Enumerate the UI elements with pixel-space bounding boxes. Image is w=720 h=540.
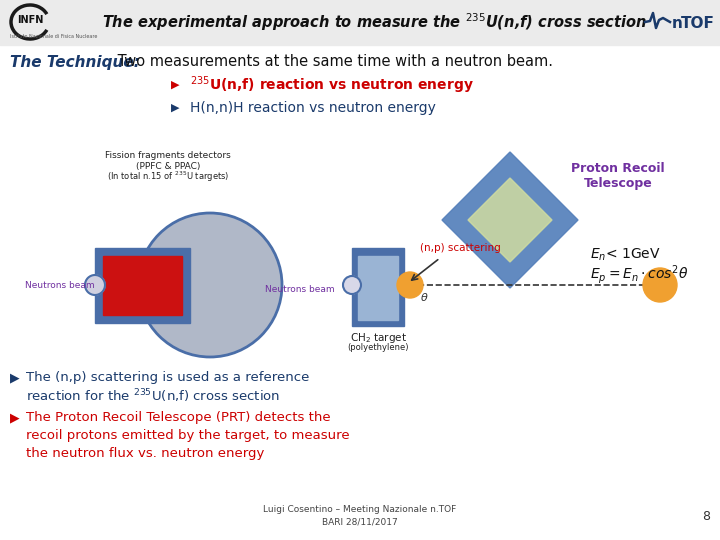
Text: INFN: INFN bbox=[17, 15, 43, 25]
Text: (PPFC & PPAC): (PPFC & PPAC) bbox=[136, 161, 200, 171]
Bar bbox=[0, 0, 720, 45]
Text: ▶: ▶ bbox=[171, 103, 179, 113]
Text: TOF: TOF bbox=[681, 17, 715, 31]
Circle shape bbox=[397, 272, 423, 298]
Bar bbox=[95, 248, 190, 323]
Text: H(n,n)H reaction vs neutron energy: H(n,n)H reaction vs neutron energy bbox=[190, 101, 436, 115]
Text: BARI 28/11/2017: BARI 28/11/2017 bbox=[322, 517, 398, 526]
Bar bbox=[103, 256, 182, 315]
Bar bbox=[352, 248, 404, 326]
Text: (In total n.15 of $^{235}$U targets): (In total n.15 of $^{235}$U targets) bbox=[107, 170, 229, 184]
Circle shape bbox=[138, 213, 282, 357]
Text: Neutrons beam: Neutrons beam bbox=[25, 280, 95, 289]
Circle shape bbox=[85, 275, 105, 295]
Text: (polyethylene): (polyethylene) bbox=[347, 343, 409, 353]
Text: Proton Recoil: Proton Recoil bbox=[571, 161, 665, 174]
Circle shape bbox=[343, 276, 361, 294]
Bar bbox=[358, 256, 398, 320]
Text: The experimental approach to measure the $^{235}$U(n,f) cross section: The experimental approach to measure the… bbox=[102, 11, 647, 33]
Text: The Technique:: The Technique: bbox=[10, 55, 140, 70]
Text: (n,p) scattering: (n,p) scattering bbox=[420, 243, 500, 253]
Text: the neutron flux vs. neutron energy: the neutron flux vs. neutron energy bbox=[26, 448, 264, 461]
Text: n: n bbox=[672, 17, 683, 31]
Text: $E_n$< 1GeV: $E_n$< 1GeV bbox=[590, 247, 661, 263]
Text: ▶: ▶ bbox=[171, 80, 179, 90]
Text: recoil protons emitted by the target, to measure: recoil protons emitted by the target, to… bbox=[26, 429, 350, 442]
Text: 8: 8 bbox=[702, 510, 710, 523]
Text: Fission fragments detectors: Fission fragments detectors bbox=[105, 151, 231, 159]
Text: Telescope: Telescope bbox=[584, 177, 652, 190]
Text: Istituto Nazionale di Fisica Nucleare: Istituto Nazionale di Fisica Nucleare bbox=[10, 35, 97, 39]
Text: ▶: ▶ bbox=[10, 372, 19, 384]
Text: Neutrons beam: Neutrons beam bbox=[265, 285, 335, 294]
Text: reaction for the $^{235}$U(n,f) cross section: reaction for the $^{235}$U(n,f) cross se… bbox=[26, 387, 280, 405]
Circle shape bbox=[643, 268, 677, 302]
Polygon shape bbox=[468, 178, 552, 262]
Text: CH$_2$ target: CH$_2$ target bbox=[349, 331, 407, 345]
Text: The (n,p) scattering is used as a reference: The (n,p) scattering is used as a refere… bbox=[26, 372, 310, 384]
Text: $E_p = E_n \cdot cos^2\theta$: $E_p = E_n \cdot cos^2\theta$ bbox=[590, 264, 688, 286]
Text: ▶: ▶ bbox=[10, 411, 19, 424]
Text: $^{235}$U(n,f) reaction vs neutron energy: $^{235}$U(n,f) reaction vs neutron energ… bbox=[190, 74, 474, 96]
Text: Two measurements at the same time with a neutron beam.: Two measurements at the same time with a… bbox=[113, 55, 553, 70]
Text: $\theta$: $\theta$ bbox=[420, 291, 428, 303]
Text: The Proton Recoil Telescope (PRT) detects the: The Proton Recoil Telescope (PRT) detect… bbox=[26, 411, 330, 424]
Polygon shape bbox=[442, 152, 578, 288]
Text: Luigi Cosentino – Meeting Nazionale n.TOF: Luigi Cosentino – Meeting Nazionale n.TO… bbox=[264, 505, 456, 515]
